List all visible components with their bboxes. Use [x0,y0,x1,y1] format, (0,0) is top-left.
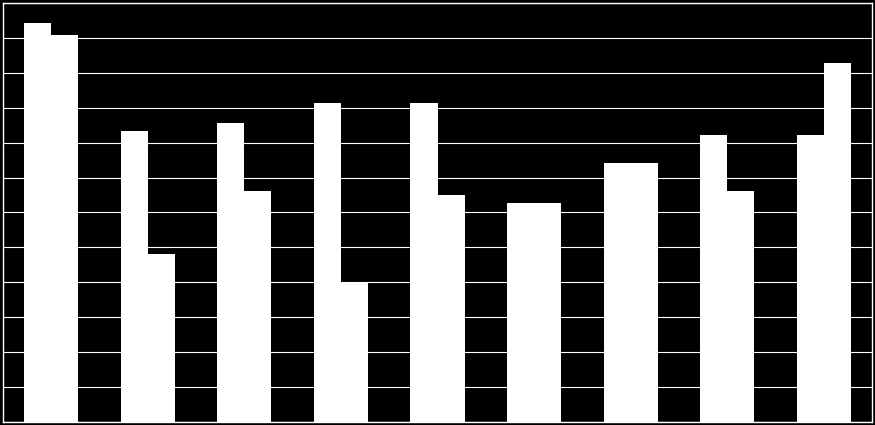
Bar [797,135,824,422]
Bar [341,282,368,422]
Bar [700,135,727,422]
Bar [604,163,631,422]
Bar [410,103,438,422]
Bar [507,203,534,422]
Bar [314,103,341,422]
Bar [438,195,465,422]
Bar [148,255,175,422]
Bar [244,190,271,422]
Bar [24,23,51,422]
Bar [217,123,244,422]
Bar [631,163,658,422]
Bar [534,203,561,422]
Bar [51,35,78,422]
Bar [727,190,754,422]
Bar [824,63,851,422]
Bar [121,130,148,422]
